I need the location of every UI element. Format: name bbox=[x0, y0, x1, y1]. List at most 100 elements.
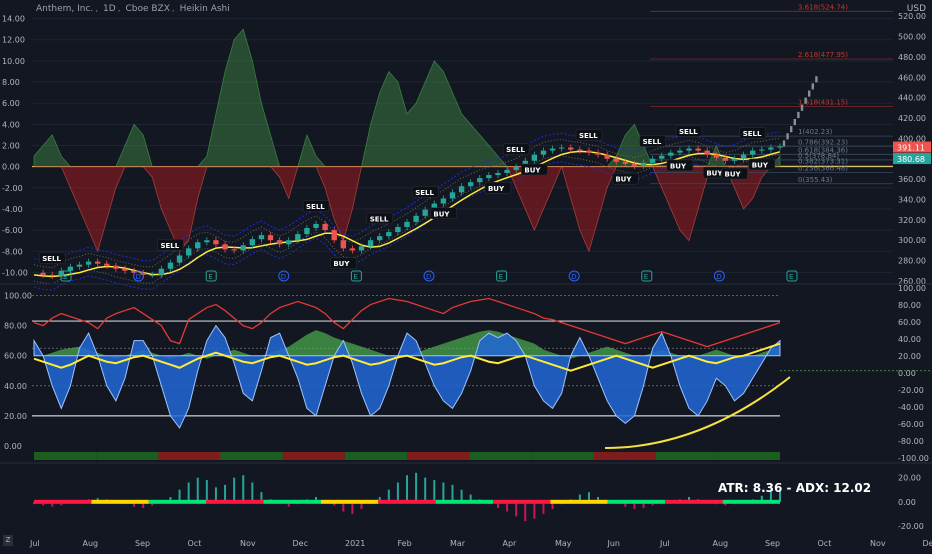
candle-body bbox=[104, 264, 109, 266]
candle-body bbox=[322, 224, 327, 230]
candle-body bbox=[695, 149, 700, 151]
candle-body bbox=[550, 149, 555, 151]
x-axis-label: Dec bbox=[923, 539, 932, 548]
osc-status-segment bbox=[158, 452, 220, 460]
candle-body bbox=[513, 167, 518, 170]
fib-label: 1(402.23) bbox=[798, 128, 833, 136]
osc-status-segment bbox=[656, 452, 718, 460]
currency-label[interactable]: USD bbox=[907, 4, 926, 14]
last-price-red: 391.11 bbox=[897, 144, 925, 153]
candle-body bbox=[313, 224, 318, 228]
candle-body bbox=[304, 228, 309, 234]
projection-candle bbox=[808, 91, 810, 97]
event-marker-label: D bbox=[426, 273, 431, 281]
candle-body bbox=[568, 148, 573, 150]
osc-status-segment bbox=[221, 452, 283, 460]
osc-right-tick: 40.00 bbox=[898, 335, 921, 344]
candle-body bbox=[341, 240, 346, 248]
sell-signal-label: SELL bbox=[579, 132, 598, 140]
last-price-green: 380.68 bbox=[897, 155, 925, 164]
osc-right-tick: 80.00 bbox=[898, 301, 921, 310]
left-tick-label: 4.00 bbox=[2, 120, 20, 129]
candle-body bbox=[477, 178, 482, 182]
osc-right-tick: -40.00 bbox=[898, 403, 924, 412]
x-axis-label: Apr bbox=[503, 539, 518, 548]
hist-right-tick: 0.00 bbox=[898, 498, 916, 507]
right-tick-label: 480.00 bbox=[898, 53, 926, 62]
symbol-name[interactable]: Anthem, Inc. bbox=[36, 4, 93, 14]
interval[interactable]: 1D bbox=[103, 4, 116, 14]
projection-candle bbox=[783, 140, 785, 146]
candle-body bbox=[723, 158, 728, 161]
candle-body bbox=[413, 216, 418, 222]
event-marker-label: E bbox=[353, 273, 357, 281]
candle-body bbox=[741, 155, 746, 159]
left-tick-label: -2.00 bbox=[2, 184, 23, 193]
osc-status-segment bbox=[283, 452, 345, 460]
zoom-button[interactable]: Z bbox=[3, 535, 13, 546]
osc-status-segment bbox=[345, 452, 407, 460]
osc-status-segment bbox=[407, 452, 469, 460]
candle-body bbox=[68, 267, 73, 271]
candle-body bbox=[504, 170, 509, 173]
candle-body bbox=[395, 227, 400, 232]
candle-body bbox=[277, 240, 282, 244]
x-axis-label: Jul bbox=[29, 539, 40, 548]
osc-right-tick: 60.00 bbox=[898, 318, 921, 327]
buy-signal-label: BUY bbox=[615, 176, 632, 184]
sell-signal-label: SELL bbox=[160, 242, 179, 250]
x-axis-label: 2021 bbox=[345, 539, 365, 548]
osc-left-tick: 100.00 bbox=[4, 292, 32, 301]
candle-body bbox=[541, 151, 546, 155]
chart-header: Anthem, Inc., 1D, Cboe BZX, Heikin Ashi bbox=[36, 4, 230, 14]
x-axis-label: Jun bbox=[607, 539, 621, 548]
osc-status-segment bbox=[531, 452, 593, 460]
candle-body bbox=[623, 162, 628, 164]
candle-body bbox=[195, 242, 200, 248]
left-tick-label: -10.00 bbox=[2, 268, 28, 277]
candle-body bbox=[659, 156, 664, 159]
sell-signal-label: SELL bbox=[506, 146, 525, 154]
candle-body bbox=[295, 234, 300, 240]
osc-left-tick: 0.00 bbox=[4, 442, 22, 451]
candle-body bbox=[750, 151, 755, 155]
right-tick-label: 280.00 bbox=[898, 257, 926, 266]
candle-body bbox=[450, 192, 455, 198]
candle-body bbox=[250, 239, 255, 245]
event-marker-label: D bbox=[716, 273, 721, 281]
candle-body bbox=[577, 150, 582, 151]
hist-right-tick: 20.00 bbox=[898, 474, 921, 483]
osc-left-tick: 40.00 bbox=[4, 382, 27, 391]
candle-body bbox=[459, 186, 464, 192]
left-tick-label: 8.00 bbox=[2, 78, 20, 87]
zero-line-segment bbox=[436, 500, 493, 504]
fib-label: 0.786(392.23) bbox=[798, 138, 848, 146]
chart-style[interactable]: Heikin Ashi bbox=[180, 4, 230, 14]
fib-label: 0(355.43) bbox=[798, 176, 833, 184]
sell-signal-label: SELL bbox=[42, 255, 61, 263]
candle-body bbox=[668, 153, 673, 156]
osc-status-segment bbox=[594, 452, 656, 460]
buy-signal-label: BUY bbox=[433, 210, 450, 218]
candle-body bbox=[359, 246, 364, 250]
osc-status-segment bbox=[34, 452, 96, 460]
candle-body bbox=[150, 275, 155, 276]
sell-signal-label: SELL bbox=[643, 138, 662, 146]
candle-body bbox=[204, 240, 209, 242]
fib-label: 0.236(366.48) bbox=[798, 165, 848, 173]
x-axis-label: Aug bbox=[713, 539, 729, 548]
zero-line-segment bbox=[91, 500, 148, 504]
candle-body bbox=[486, 175, 491, 178]
candle-body bbox=[49, 275, 54, 276]
candle-body bbox=[159, 269, 164, 275]
x-axis-label: Aug bbox=[83, 539, 99, 548]
candle-body bbox=[495, 173, 500, 175]
hist-right-tick: -20.00 bbox=[898, 522, 924, 531]
candle-body bbox=[641, 163, 646, 166]
buy-signal-label: BUY bbox=[752, 161, 769, 169]
x-axis-label: Sep bbox=[135, 539, 150, 548]
zero-line-segment bbox=[665, 500, 722, 504]
candle-body bbox=[259, 235, 264, 239]
